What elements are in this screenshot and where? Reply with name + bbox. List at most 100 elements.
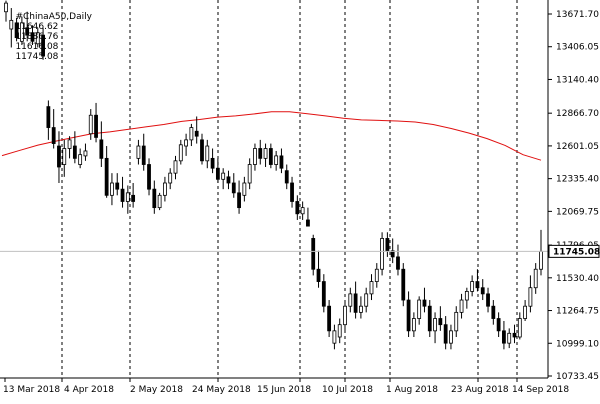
- candle-body-down: [327, 305, 332, 332]
- candle-body-down: [41, 34, 45, 57]
- candle-body-down: [210, 157, 215, 169]
- candle: [131, 182, 136, 208]
- candle-body-up: [374, 268, 379, 282]
- candle-body-up: [517, 318, 522, 338]
- candle: [221, 168, 226, 190]
- candle: [247, 158, 252, 190]
- candle-body-down: [51, 127, 56, 144]
- candle: [268, 143, 273, 169]
- y-tick-label: 12069.75: [556, 207, 599, 217]
- candle-body-down: [406, 299, 411, 332]
- candle: [523, 300, 528, 321]
- candle: [406, 291, 411, 338]
- candle-body-up: [205, 145, 210, 162]
- y-tick-label: 11530.40: [556, 274, 599, 284]
- candle-body-up: [125, 192, 130, 202]
- candle-body-down: [475, 281, 480, 289]
- candle-body-down: [491, 305, 496, 319]
- candle: [194, 116, 199, 144]
- candle: [422, 287, 427, 313]
- candle: [353, 281, 358, 319]
- candle: [35, 27, 40, 48]
- x-tick-label: 24 May 2018: [192, 385, 251, 395]
- candle: [512, 324, 517, 344]
- candle: [4, 0, 8, 22]
- candle: [401, 263, 406, 307]
- candle-body-up: [274, 155, 279, 165]
- candle-body-up: [343, 305, 347, 326]
- candle-body-down: [131, 194, 136, 202]
- candle: [533, 263, 538, 294]
- candle-body-up: [528, 287, 533, 307]
- candle-body-up: [539, 250, 543, 270]
- candle-body-up: [369, 281, 374, 295]
- candle-body-down: [46, 106, 51, 128]
- candle-body-up: [459, 299, 464, 313]
- candle-body-down: [141, 145, 146, 165]
- candle: [316, 250, 321, 288]
- candle: [480, 279, 485, 301]
- candle-body-down: [231, 182, 236, 194]
- x-tick-label: 10 Jul 2018: [322, 385, 373, 395]
- candle-body-down: [115, 182, 120, 190]
- candle: [433, 312, 437, 344]
- candle: [253, 143, 257, 171]
- candle-body-up: [337, 324, 342, 338]
- candle-body-down: [385, 238, 390, 252]
- candle-body-up: [464, 291, 469, 301]
- candle-body-up: [184, 139, 188, 147]
- candle-body-up: [332, 330, 337, 344]
- candle-body-up: [67, 139, 72, 149]
- candle-body-down: [427, 305, 432, 332]
- x-tick-label: 23 Aug 2018: [451, 385, 509, 395]
- candle: [104, 146, 109, 198]
- candle: [327, 300, 332, 338]
- candle-body-down: [401, 268, 406, 301]
- candle: [475, 269, 480, 292]
- candle: [449, 324, 453, 350]
- candle: [210, 148, 215, 174]
- y-tick-label: 13140.40: [556, 75, 599, 85]
- candle: [459, 293, 464, 319]
- candle-body-up: [189, 127, 194, 141]
- candle-body-up: [470, 281, 475, 292]
- current-price-label: 11745.08: [553, 247, 600, 257]
- candle: [19, 16, 24, 46]
- candle-body-up: [449, 330, 453, 344]
- candle: [348, 287, 353, 313]
- x-tick-label: 13 Mar 2018: [3, 385, 60, 395]
- candle: [491, 300, 496, 325]
- candle: [374, 263, 379, 288]
- candle: [279, 148, 284, 174]
- candle-body-up: [157, 194, 162, 209]
- candle-body-down: [306, 219, 310, 227]
- candle: [438, 306, 443, 331]
- candle: [25, 11, 30, 42]
- candle: [94, 102, 98, 143]
- candle: [311, 234, 316, 276]
- candle: [189, 123, 194, 147]
- candle-body-up: [417, 299, 422, 319]
- candle-body-down: [57, 145, 61, 168]
- candle: [443, 316, 448, 350]
- candle: [321, 274, 326, 313]
- candle: [57, 131, 61, 183]
- candle: [454, 306, 459, 338]
- candle-body-up: [4, 2, 8, 13]
- candle-body-down: [512, 332, 517, 338]
- candle: [62, 139, 67, 177]
- candle-body-down: [99, 139, 104, 159]
- candle-body-up: [411, 318, 416, 332]
- candle: [359, 296, 363, 319]
- candle: [72, 131, 77, 164]
- candle-body-down: [321, 281, 326, 307]
- candle-body-up: [242, 182, 247, 196]
- candle-body-up: [221, 172, 226, 180]
- candle: [120, 176, 125, 208]
- candle: [78, 148, 83, 169]
- candle: [337, 318, 342, 344]
- candle-body-up: [507, 332, 512, 344]
- candle-body-down: [496, 318, 501, 332]
- candle-body-down: [194, 130, 199, 137]
